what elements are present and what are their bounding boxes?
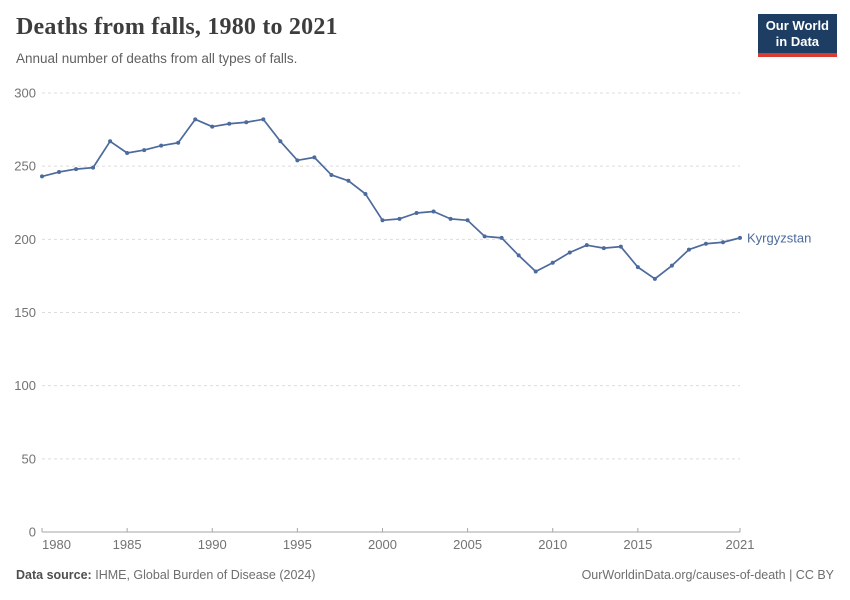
owid-logo-line2: in Data [775, 33, 820, 49]
data-point[interactable] [465, 218, 470, 223]
y-tick-label: 0 [29, 525, 36, 540]
series-line-kyrgyzstan[interactable] [41, 118, 741, 280]
data-point[interactable] [635, 265, 640, 270]
data-point[interactable] [261, 117, 266, 122]
data-source-label: Data source: [16, 568, 92, 582]
data-point[interactable] [550, 260, 555, 265]
data-point[interactable] [448, 216, 453, 221]
data-point[interactable] [738, 235, 742, 240]
data-point[interactable] [414, 210, 419, 215]
data-point[interactable] [482, 234, 487, 239]
data-point[interactable] [703, 241, 708, 246]
data-point[interactable] [499, 235, 504, 240]
x-tick-label: 2015 [623, 537, 652, 552]
data-point[interactable] [363, 191, 368, 196]
data-point[interactable] [329, 172, 334, 177]
data-point[interactable] [686, 247, 691, 252]
chart-subtitle: Annual number of deaths from all types o… [16, 51, 298, 66]
data-point[interactable] [652, 276, 657, 281]
data-point[interactable] [516, 253, 521, 258]
data-point[interactable] [108, 139, 113, 144]
x-tick-label: 1980 [42, 537, 71, 552]
data-point[interactable] [584, 243, 589, 248]
data-point[interactable] [278, 139, 283, 144]
y-tick-label: 50 [22, 451, 36, 466]
data-point[interactable] [295, 158, 300, 163]
license-note: OurWorldinData.org/causes-of-death | CC … [581, 568, 834, 582]
data-point[interactable] [380, 218, 385, 223]
x-tick-label: 1995 [283, 537, 312, 552]
owid-logo-line1: Our World [765, 18, 829, 33]
chart-footer: Data source: IHME, Global Burden of Dise… [16, 568, 834, 582]
data-point[interactable] [669, 263, 674, 268]
data-point[interactable] [91, 165, 96, 170]
y-tick-label: 100 [14, 378, 36, 393]
data-point[interactable] [159, 143, 164, 148]
data-point[interactable] [346, 178, 351, 183]
data-point[interactable] [227, 121, 232, 126]
data-point[interactable] [601, 246, 606, 251]
data-point[interactable] [193, 117, 198, 122]
x-tick-label: 1990 [198, 537, 227, 552]
data-point[interactable] [397, 216, 402, 221]
x-tick-label: 2005 [453, 537, 482, 552]
y-tick-label: 250 [14, 159, 36, 174]
x-tick-label: 1985 [113, 537, 142, 552]
chart-title: Deaths from falls, 1980 to 2021 [16, 14, 338, 40]
data-point[interactable] [40, 174, 44, 179]
data-point[interactable] [142, 148, 147, 153]
data-point[interactable] [244, 120, 249, 125]
data-point[interactable] [125, 150, 130, 155]
data-source-value: IHME, Global Burden of Disease (2024) [95, 568, 316, 582]
x-tick-label: 2010 [538, 537, 567, 552]
y-tick-label: 150 [14, 305, 36, 320]
data-point[interactable] [74, 167, 79, 172]
data-point[interactable] [431, 209, 436, 214]
data-point[interactable] [533, 269, 538, 274]
data-point[interactable] [210, 124, 215, 129]
data-point[interactable] [176, 140, 181, 145]
x-tick-label: 2021 [726, 537, 755, 552]
entity-label-kyrgyzstan[interactable]: Kyrgyzstan [747, 230, 811, 245]
data-point[interactable] [312, 155, 317, 160]
owid-logo[interactable]: Our World in Data [757, 14, 837, 57]
data-point[interactable] [57, 170, 62, 175]
x-tick-label: 2000 [368, 537, 397, 552]
data-point[interactable] [618, 244, 623, 249]
data-source: Data source: IHME, Global Burden of Dise… [16, 568, 315, 582]
y-tick-label: 200 [14, 232, 36, 247]
data-point[interactable] [720, 240, 725, 245]
y-tick-label: 300 [14, 86, 36, 101]
data-point[interactable] [567, 250, 572, 255]
